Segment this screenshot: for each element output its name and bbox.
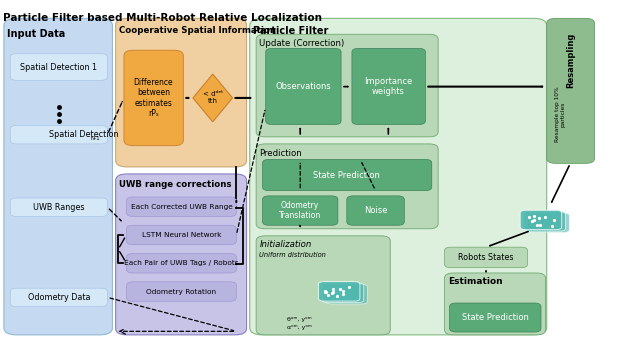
Text: State Prediction: State Prediction xyxy=(461,313,529,322)
FancyBboxPatch shape xyxy=(319,282,360,301)
Text: Difference
between
estimates
rPₛ: Difference between estimates rPₛ xyxy=(134,78,173,118)
Text: Noise: Noise xyxy=(364,206,387,215)
Text: Resampling: Resampling xyxy=(566,33,575,88)
Text: Uniform distribution: Uniform distribution xyxy=(259,252,326,258)
Text: Spatial Detection: Spatial Detection xyxy=(49,130,120,139)
FancyBboxPatch shape xyxy=(262,196,338,225)
Text: UWB range corrections: UWB range corrections xyxy=(119,180,231,189)
FancyBboxPatch shape xyxy=(127,197,236,217)
FancyBboxPatch shape xyxy=(4,18,113,335)
FancyBboxPatch shape xyxy=(124,50,183,146)
FancyBboxPatch shape xyxy=(520,210,562,230)
Text: Odometry Rotation: Odometry Rotation xyxy=(147,289,216,295)
FancyBboxPatch shape xyxy=(445,273,545,335)
FancyBboxPatch shape xyxy=(10,54,108,80)
Text: Update (Correction): Update (Correction) xyxy=(259,39,344,48)
FancyBboxPatch shape xyxy=(256,236,390,335)
Text: Prediction: Prediction xyxy=(259,148,302,158)
Text: LSTM Neural Network: LSTM Neural Network xyxy=(141,232,221,238)
Text: Particle Filter based Multi-Robot Relative Localization: Particle Filter based Multi-Robot Relati… xyxy=(3,13,322,23)
FancyBboxPatch shape xyxy=(524,212,566,231)
Text: State Prediction: State Prediction xyxy=(314,170,380,180)
FancyBboxPatch shape xyxy=(127,282,236,301)
FancyBboxPatch shape xyxy=(10,198,108,217)
FancyBboxPatch shape xyxy=(347,196,404,225)
FancyBboxPatch shape xyxy=(256,144,438,229)
Text: Estimation: Estimation xyxy=(448,277,502,285)
Polygon shape xyxy=(193,74,232,122)
Text: Resample top 10%
particles: Resample top 10% particles xyxy=(555,86,566,142)
Text: Each Corrected UWB Range: Each Corrected UWB Range xyxy=(131,204,232,210)
FancyBboxPatch shape xyxy=(116,18,246,167)
FancyBboxPatch shape xyxy=(450,303,541,332)
Text: Particle Filter: Particle Filter xyxy=(253,26,328,36)
FancyBboxPatch shape xyxy=(322,283,364,302)
FancyBboxPatch shape xyxy=(266,48,341,125)
Text: Observations: Observations xyxy=(276,82,332,91)
Text: Each Pair of UWB Tags / Robots: Each Pair of UWB Tags / Robots xyxy=(124,260,239,266)
Text: Spatial Detection 1: Spatial Detection 1 xyxy=(20,63,97,72)
FancyBboxPatch shape xyxy=(127,225,236,245)
Text: Odometry
Translation: Odometry Translation xyxy=(279,201,321,220)
Text: Importance
weights: Importance weights xyxy=(364,77,412,96)
FancyBboxPatch shape xyxy=(528,213,570,233)
Text: Initialization: Initialization xyxy=(259,240,312,250)
Text: Input Data: Input Data xyxy=(7,29,65,39)
FancyBboxPatch shape xyxy=(256,34,438,137)
Text: < dᵈᵉᵗ
tth: < dᵈᵉᵗ tth xyxy=(203,92,223,104)
Text: Robots States: Robots States xyxy=(458,253,514,262)
FancyBboxPatch shape xyxy=(326,284,367,304)
Text: Cooperative Spatial Information: Cooperative Spatial Information xyxy=(119,26,276,35)
FancyBboxPatch shape xyxy=(262,159,432,191)
Text: Odometry Data: Odometry Data xyxy=(28,293,90,302)
FancyBboxPatch shape xyxy=(116,174,246,335)
Text: UWB Ranges: UWB Ranges xyxy=(33,203,84,212)
FancyBboxPatch shape xyxy=(10,288,108,307)
FancyBboxPatch shape xyxy=(10,126,108,144)
FancyBboxPatch shape xyxy=(445,247,527,268)
FancyBboxPatch shape xyxy=(250,18,547,335)
Text: θᵒᵐ, yᵒᵐ: θᵒᵐ, yᵒᵐ xyxy=(287,317,312,322)
Text: αᵒᵐ, yᵒᵐ: αᵒᵐ, yᵒᵐ xyxy=(287,325,312,330)
FancyBboxPatch shape xyxy=(127,253,236,273)
FancyBboxPatch shape xyxy=(352,48,426,125)
FancyBboxPatch shape xyxy=(547,18,595,163)
Text: N-1: N-1 xyxy=(90,136,100,141)
